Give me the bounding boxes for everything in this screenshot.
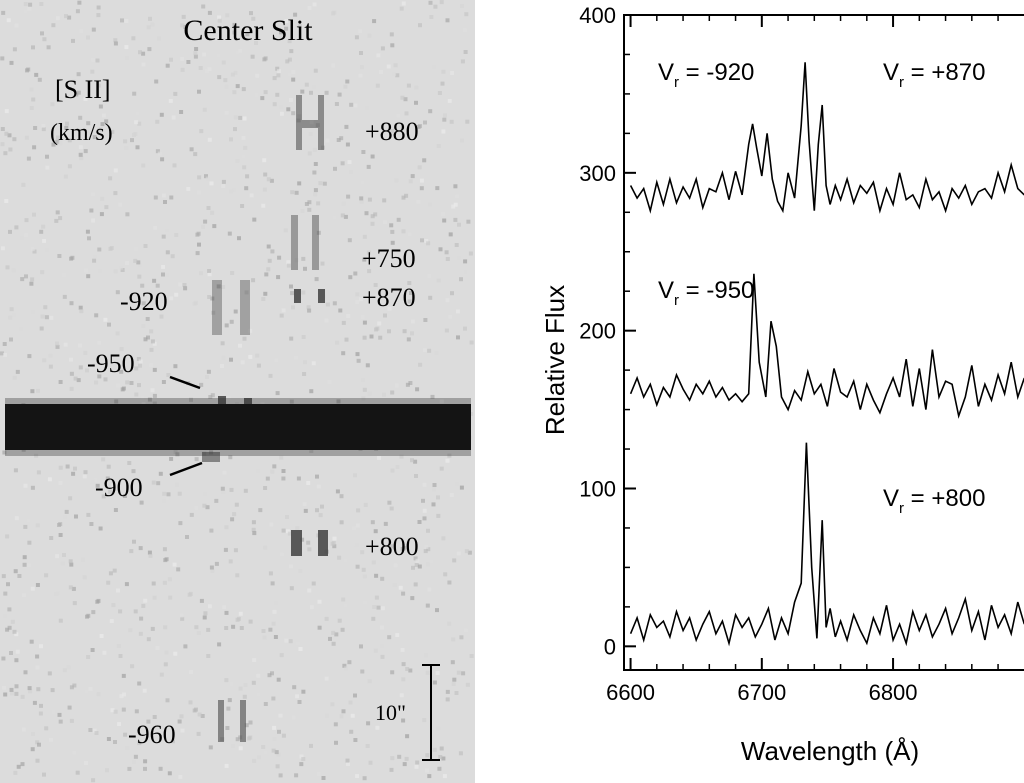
y-axis-label: Relative Flux — [540, 285, 570, 435]
y-tick-label: 300 — [579, 161, 616, 186]
knot-minus-960 — [218, 700, 246, 742]
annotations: Vr = -920 Vr = +870 Vr = -950 Vr = +800 — [658, 59, 985, 517]
velocity-label: -960 — [128, 720, 176, 749]
emission-knots — [202, 95, 328, 742]
velocity-annotation: Vr = -920 — [658, 59, 754, 91]
series-line — [629, 62, 1024, 214]
velocity-annotation: Vr = +800 — [883, 485, 985, 517]
velocity-annotation: Vr = +870 — [883, 59, 985, 91]
x-tick-label: 6800 — [869, 680, 918, 705]
velocity-label: +870 — [362, 283, 416, 312]
x-tick-label: 6600 — [606, 680, 655, 705]
knot-plus-800 — [291, 530, 328, 556]
scale-bar — [422, 664, 440, 761]
velocity-label: +880 — [365, 117, 419, 146]
slit-image-background — [0, 0, 475, 783]
knot-minus-920 — [212, 280, 250, 335]
velocity-label: -920 — [120, 287, 168, 316]
spectra-chart: 0 100 200 300 400 6600 6700 6800 Relative Flux… — [540, 3, 1024, 766]
series-group — [629, 62, 1024, 647]
pointer-line-minus-950 — [169, 375, 201, 390]
y-axis: 0 100 200 300 400 — [579, 3, 636, 659]
panel-title: Center Slit — [183, 14, 313, 47]
knot-plus-880 — [296, 95, 324, 150]
knot-minus-900 — [202, 452, 220, 462]
y-tick-label: 100 — [579, 476, 616, 501]
velocity-label: -950 — [87, 349, 135, 378]
velocity-label: -900 — [95, 473, 143, 502]
scale-bar-label: 10" — [375, 700, 406, 725]
velocity-label: +800 — [365, 532, 419, 561]
series-line — [629, 273, 1024, 419]
line-label: [S II] — [55, 75, 111, 104]
slit-image-panel: Center Slit [S II] (km/s) +880 +750 +870… — [0, 0, 475, 783]
continuum-band — [5, 404, 471, 450]
y-tick-label: 200 — [579, 319, 616, 344]
velocity-annotation: Vr = -950 — [658, 277, 754, 309]
pointer-line-minus-900 — [169, 461, 203, 477]
y-tick-label: 400 — [579, 3, 616, 28]
x-tick-label: 6700 — [737, 680, 786, 705]
series-line — [629, 442, 1024, 647]
plot-frame — [623, 14, 1024, 671]
knot-plus-750 — [291, 215, 319, 270]
x-axis-label: Wavelength (Å) — [741, 736, 919, 766]
continuum-halo — [5, 398, 471, 456]
unit-label: (km/s) — [50, 120, 113, 146]
knot-plus-870 — [294, 289, 325, 303]
knot-minus-950 — [218, 396, 252, 406]
y-tick-label: 0 — [604, 634, 616, 659]
velocity-label: +750 — [362, 244, 416, 273]
x-axis: 6600 6700 6800 — [606, 15, 999, 705]
